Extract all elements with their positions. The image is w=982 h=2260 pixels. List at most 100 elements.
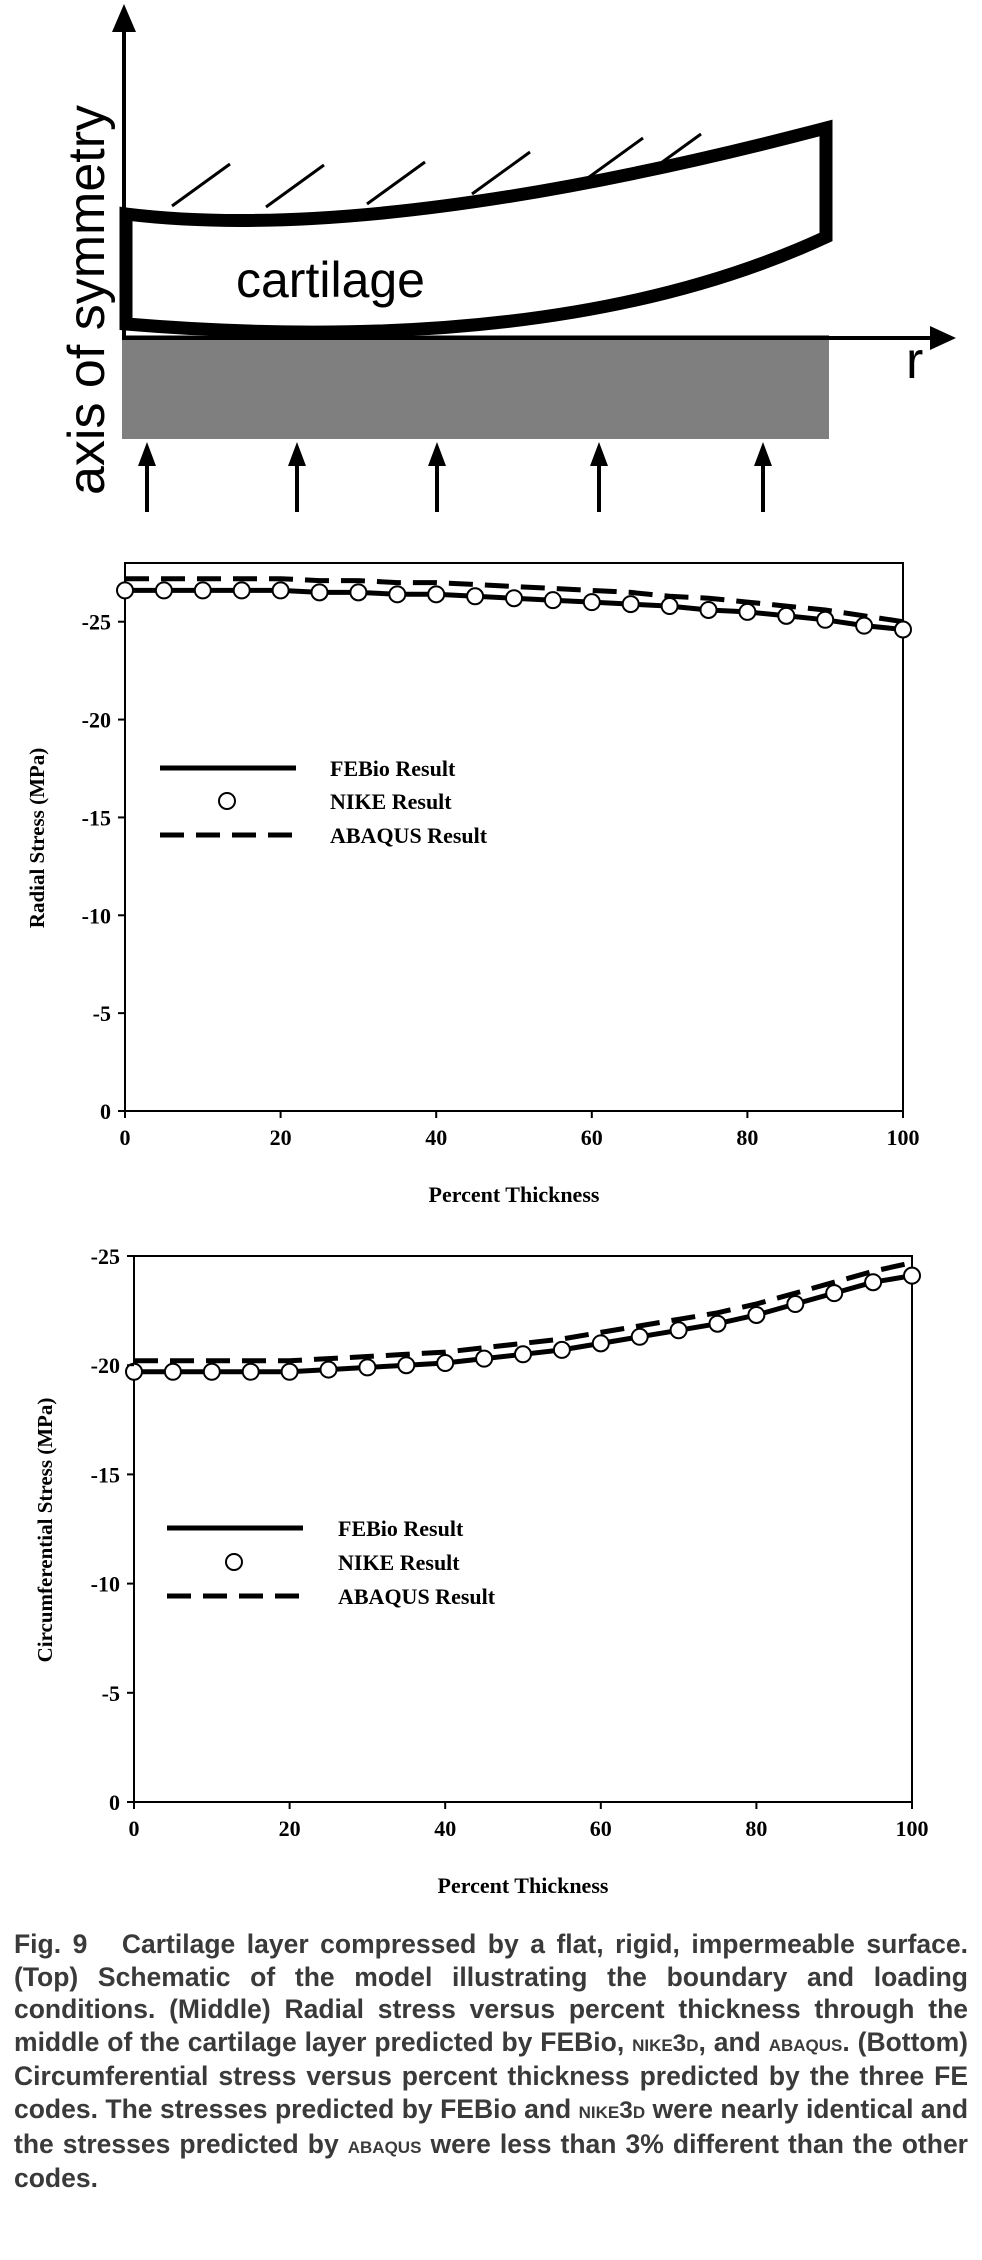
data-point-nike [193, 581, 212, 600]
x-tick-label: 100 [896, 1816, 929, 1841]
load-arrow [590, 442, 608, 512]
data-point-nike [777, 606, 796, 625]
data-point-nike [669, 1321, 688, 1340]
data-point-nike [358, 1358, 377, 1377]
legend-label-abaqus: ABAQUS Result [338, 1584, 496, 1609]
x-tick-label: 40 [425, 1125, 447, 1150]
rigid-platen [122, 335, 829, 439]
chart-ticks: 0 20 40 60 80 100 0 -5 -10 -15 -20 -25 [82, 610, 920, 1150]
data-point-nike [505, 589, 523, 608]
caption-code-name: abaqus [347, 2131, 422, 2159]
cartilage-label: cartilage [236, 252, 425, 308]
radial-stress-chart: 0 20 40 60 80 100 0 -5 -10 -15 -20 -25 Radial Stres… [25, 562, 920, 1207]
load-arrow [428, 442, 446, 512]
y-tick-label: 0 [100, 1099, 111, 1124]
data-point-nike [591, 1334, 610, 1353]
data-point-nike [816, 610, 835, 629]
load-arrow [138, 442, 156, 512]
data-point-nike [699, 600, 718, 619]
symmetry-axis-arrowhead [112, 4, 136, 32]
caption-text: . (Bottom) Circumferential stress versus… [14, 2026, 968, 2124]
caption-text: Cartilage layer compressed by a flat, ri… [14, 1929, 968, 2057]
x-tick-label: 80 [736, 1125, 758, 1150]
x-tick-label: 100 [887, 1125, 920, 1150]
data-point-nike [543, 591, 562, 610]
data-point-nike [388, 585, 407, 604]
y-tick-label: -25 [91, 1244, 120, 1269]
legend-label-febio: FEBio Result [330, 756, 456, 781]
axis-of-symmetry-label: axis of symmetry [58, 105, 116, 495]
x-tick-label: 40 [434, 1816, 456, 1841]
data-point-nike [621, 595, 640, 614]
load-arrows [138, 442, 772, 512]
caption-code-name: nike3d [578, 2096, 646, 2124]
load-arrow [754, 442, 772, 512]
data-point-nike [466, 587, 485, 606]
data-point-nike [241, 1362, 260, 1381]
data-point-nike [582, 593, 601, 612]
y-tick-label: -20 [82, 708, 111, 733]
data-point-nike [738, 602, 757, 621]
y-tick-label: -5 [93, 1001, 111, 1026]
chart-marks [116, 576, 912, 639]
y-tick-label: 0 [109, 1790, 120, 1815]
data-point-nike [154, 581, 173, 600]
x-tick-label: 0 [120, 1125, 131, 1150]
data-point-nike [436, 1354, 455, 1373]
caption-text: were nearly identical and the stresses p… [14, 2093, 969, 2159]
x-axis-label: Percent Thickness [438, 1873, 609, 1898]
figure-caption: Fig. 9 Cartilage layer compressed by a f… [14, 1928, 968, 2195]
data-point-nike [271, 581, 290, 600]
data-point-nike [855, 616, 874, 635]
legend: FEBio Result NIKE Result ABAQUS Result [160, 756, 488, 848]
y-tick-label: -10 [82, 903, 111, 928]
data-point-nike [894, 620, 912, 639]
data-point-nike [163, 1362, 182, 1381]
data-point-nike [397, 1356, 416, 1375]
caption-label: Fig. 9 [14, 1929, 88, 1959]
series-line-abaqus [125, 576, 904, 625]
y-tick-label: -25 [82, 610, 111, 635]
radial-axis-arrowhead [930, 326, 956, 350]
figure-canvas: axis of symmetry cartilage r 0 20 40 60 80 10… [25, 4, 956, 1898]
y-axis-label: Circumferential Stress (MPa) [33, 1398, 57, 1663]
schematic: axis of symmetry cartilage r [58, 4, 956, 512]
x-tick-label: 0 [129, 1816, 140, 1841]
x-tick-label: 20 [279, 1816, 301, 1841]
data-point-nike [475, 1349, 494, 1368]
x-tick-label: 60 [590, 1816, 612, 1841]
data-point-nike [349, 583, 368, 602]
y-tick-label: -15 [82, 805, 111, 830]
data-point-nike [903, 1266, 921, 1285]
data-point-nike [116, 581, 134, 600]
data-point-nike [202, 1362, 221, 1381]
data-point-nike [427, 585, 446, 604]
y-tick-label: -15 [91, 1462, 120, 1487]
legend-swatch-nike [225, 1553, 243, 1571]
data-point-nike [280, 1362, 299, 1381]
x-tick-label: 80 [745, 1816, 767, 1841]
plot-frame [124, 562, 904, 1112]
x-tick-label: 60 [581, 1125, 603, 1150]
data-point-nike [232, 581, 251, 600]
data-point-nike [630, 1327, 649, 1346]
data-point-nike [708, 1314, 727, 1333]
legend: FEBio Result NIKE Result ABAQUS Result [167, 1516, 496, 1609]
caption-code-name: nike3d [632, 2029, 699, 2057]
data-point-nike [660, 597, 679, 616]
data-point-nike [319, 1360, 338, 1379]
caption-text: , and [698, 2026, 769, 2057]
legend-label-nike: NIKE Result [330, 789, 452, 814]
series-line-abaqus [134, 1260, 913, 1364]
plot-frame [133, 1255, 913, 1803]
data-point-nike [552, 1340, 571, 1359]
data-point-nike [125, 1362, 143, 1381]
x-axis-label: Percent Thickness [429, 1182, 600, 1207]
x-tick-label: 20 [270, 1125, 292, 1150]
surface-hatch [171, 132, 702, 209]
legend-label-abaqus: ABAQUS Result [330, 823, 488, 848]
y-axis-label: Radial Stress (MPa) [25, 748, 49, 928]
legend-label-febio: FEBio Result [338, 1516, 464, 1541]
chart-marks [125, 1260, 921, 1381]
radial-axis-label: r [906, 332, 923, 390]
